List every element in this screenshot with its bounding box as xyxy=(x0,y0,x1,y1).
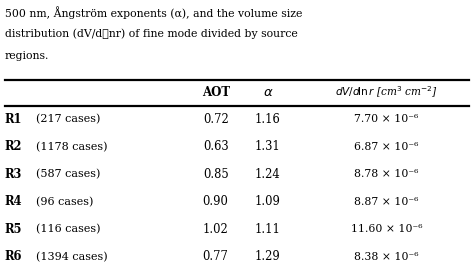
Text: distribution (dV/dℓnr) of fine mode divided by source: distribution (dV/dℓnr) of fine mode divi… xyxy=(5,29,298,39)
Text: 1.16: 1.16 xyxy=(255,113,281,126)
Text: 1.29: 1.29 xyxy=(255,250,281,263)
Text: 1.09: 1.09 xyxy=(255,195,281,208)
Text: R4: R4 xyxy=(5,195,22,208)
Text: 0.90: 0.90 xyxy=(203,195,228,208)
Text: R3: R3 xyxy=(5,168,22,181)
Text: R1: R1 xyxy=(5,113,22,126)
Text: AOT: AOT xyxy=(201,86,230,99)
Text: (1178 cases): (1178 cases) xyxy=(36,142,107,152)
Text: 8.78 × 10⁻⁶: 8.78 × 10⁻⁶ xyxy=(354,169,419,179)
Text: $dV/d\!\ln r$ [cm$^{3}$ cm$^{-2}$]: $dV/d\!\ln r$ [cm$^{3}$ cm$^{-2}$] xyxy=(335,85,438,100)
Text: 0.63: 0.63 xyxy=(203,140,228,153)
Text: 1.24: 1.24 xyxy=(255,168,281,181)
Text: 11.60 × 10⁻⁶: 11.60 × 10⁻⁶ xyxy=(351,224,422,234)
Text: 0.72: 0.72 xyxy=(203,113,228,126)
Text: (116 cases): (116 cases) xyxy=(36,224,100,235)
Text: 500 nm, Ångström exponents (α), and the volume size: 500 nm, Ångström exponents (α), and the … xyxy=(5,6,302,19)
Text: (217 cases): (217 cases) xyxy=(36,114,100,124)
Text: 8.38 × 10⁻⁶: 8.38 × 10⁻⁶ xyxy=(354,252,419,262)
Text: 7.70 × 10⁻⁶: 7.70 × 10⁻⁶ xyxy=(354,114,419,124)
Text: R5: R5 xyxy=(5,223,22,236)
Text: 1.31: 1.31 xyxy=(255,140,281,153)
Text: $\alpha$: $\alpha$ xyxy=(263,86,273,99)
Text: 8.87 × 10⁻⁶: 8.87 × 10⁻⁶ xyxy=(354,197,419,207)
Text: 6.87 × 10⁻⁶: 6.87 × 10⁻⁶ xyxy=(354,142,419,152)
Text: 0.85: 0.85 xyxy=(203,168,228,181)
Text: 1.11: 1.11 xyxy=(255,223,281,236)
Text: 1.02: 1.02 xyxy=(203,223,228,236)
Text: regions.: regions. xyxy=(5,51,49,61)
Text: R2: R2 xyxy=(5,140,22,153)
Text: R6: R6 xyxy=(5,250,22,263)
Text: 0.77: 0.77 xyxy=(203,250,228,263)
Text: (587 cases): (587 cases) xyxy=(36,169,100,179)
Text: (1394 cases): (1394 cases) xyxy=(36,252,107,262)
Text: (96 cases): (96 cases) xyxy=(36,197,93,207)
